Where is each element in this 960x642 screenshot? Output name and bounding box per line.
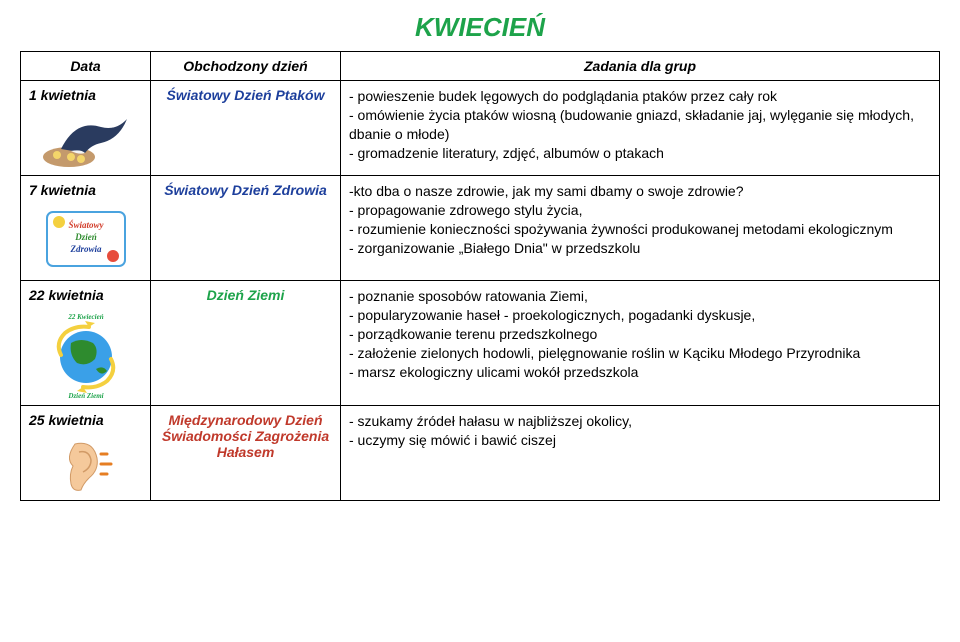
col-header-day: Obchodzony dzień (151, 52, 341, 81)
tasks-text: - szukamy źródeł hałasu w najbliższej ok… (349, 413, 632, 448)
day-cell: Międzynarodowy Dzień Świadomości Zagroże… (151, 406, 341, 501)
tasks-cell: - poznanie sposobów ratowania Ziemi, - p… (341, 281, 940, 406)
tasks-cell: - powieszenie budek lęgowych do podgląda… (341, 81, 940, 176)
svg-text:Dzień: Dzień (74, 232, 97, 242)
tasks-cell: - szukamy źródeł hałasu w najbliższej ok… (341, 406, 940, 501)
day-label: Światowy Dzień Ptaków (167, 87, 325, 103)
day-cell: Światowy Dzień Zdrowia (151, 176, 341, 281)
col-header-tasks: Zadania dla grup (341, 52, 940, 81)
tasks-cell: -kto dba o nasze zdrowie, jak my sami db… (341, 176, 940, 281)
page-title: KWIECIEŃ (20, 12, 940, 43)
svg-text:Zdrowia: Zdrowia (69, 244, 102, 254)
date-text: 7 kwietnia (29, 182, 142, 198)
col-header-date: Data (21, 52, 151, 81)
earth-icon: 22 Kwiecień Dzień Ziemi (29, 309, 142, 399)
table-row: 1 kwietnia Światowy Dzień Ptaków - powiesz… (21, 81, 940, 176)
date-cell: 1 kwietnia (21, 81, 151, 176)
tasks-text: - poznanie sposobów ratowania Ziemi, - p… (349, 288, 860, 380)
svg-text:Światowy: Światowy (68, 220, 104, 230)
svg-text:Dzień Ziemi: Dzień Ziemi (67, 392, 103, 399)
date-text: 25 kwietnia (29, 412, 142, 428)
day-cell: Dzień Ziemi (151, 281, 341, 406)
day-label: Światowy Dzień Zdrowia (164, 182, 327, 198)
tasks-text: - powieszenie budek lęgowych do podgląda… (349, 88, 914, 161)
swallow-icon (29, 109, 142, 169)
table-row: 7 kwietniaŚwiatowyDzieńZdrowiaŚwiatowy D… (21, 176, 940, 281)
calendar-table: Data Obchodzony dzień Zadania dla grup 1… (20, 51, 940, 501)
date-cell: 22 kwietnia 22 Kwiecień Dzień Ziemi (21, 281, 151, 406)
health-icon: Światowy Dzień Zdrowia (29, 204, 142, 274)
day-cell: Światowy Dzień Ptaków (151, 81, 341, 176)
date-text: 1 kwietnia (29, 87, 142, 103)
date-cell: 25 kwietnia (21, 406, 151, 501)
table-row: 22 kwietnia 22 Kwiecień Dzień Ziemi Dzień Z… (21, 281, 940, 406)
day-label: Dzień Ziemi (207, 287, 285, 303)
table-row: 25 kwietnia Międzynarodowy Dzień Świadomo… (21, 406, 940, 501)
svg-text:22 Kwiecień: 22 Kwiecień (67, 313, 103, 321)
tasks-text: -kto dba o nasze zdrowie, jak my sami db… (349, 183, 893, 256)
date-text: 22 kwietnia (29, 287, 142, 303)
day-label: Międzynarodowy Dzień Świadomości Zagroże… (162, 412, 329, 460)
ear-icon (29, 434, 142, 494)
date-cell: 7 kwietnia Światowy Dzień Zdrowia (21, 176, 151, 281)
